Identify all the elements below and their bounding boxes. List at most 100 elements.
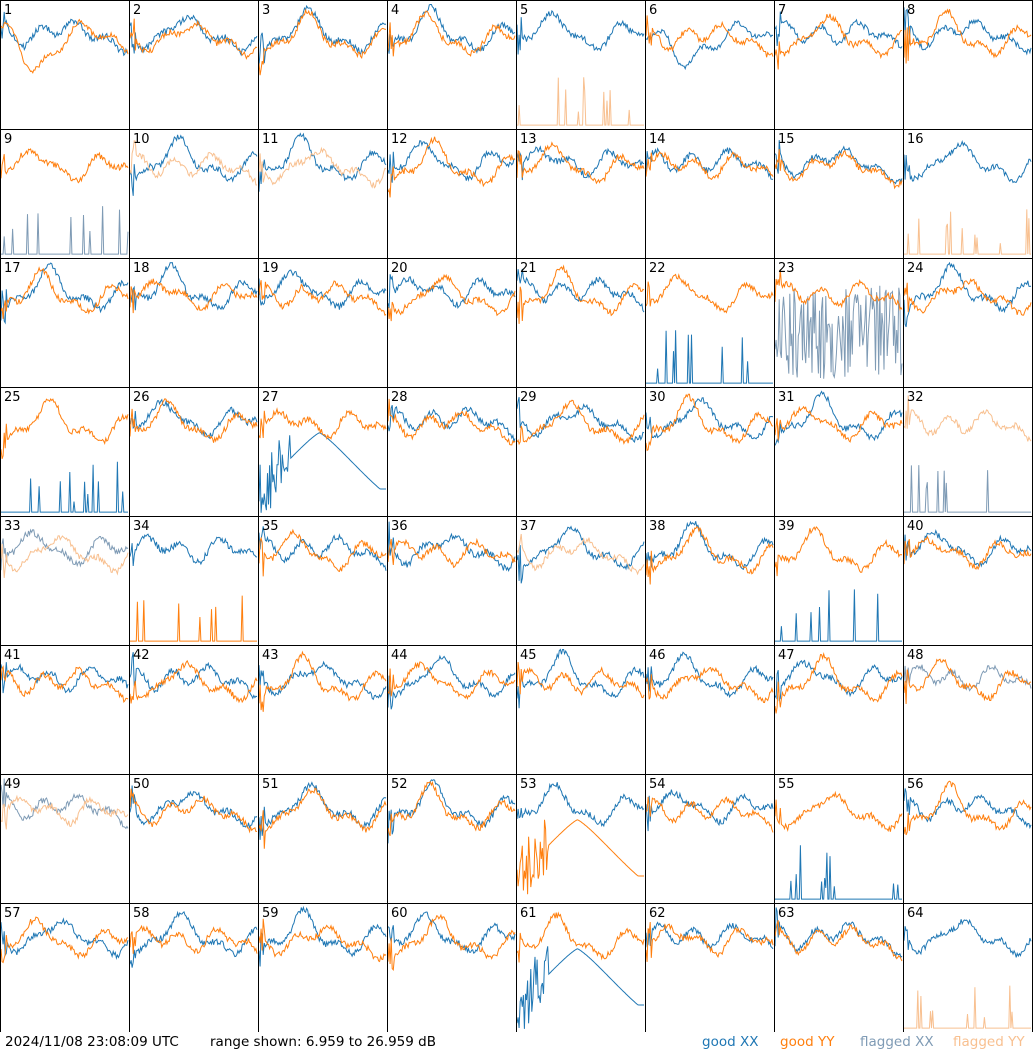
panel-5-xx-line [516,9,645,55]
panel-25-yy-line [0,398,129,459]
panel-11: 11 [258,132,387,192]
panel-8-xx-line [903,7,1032,56]
panel-5-label: 5 [520,3,528,18]
panel-13-label: 13 [520,132,537,147]
panel-20-yy-line [387,273,516,322]
panel-32-label: 32 [907,390,924,405]
panel-36-label: 36 [391,519,408,534]
panel-16-label: 16 [907,132,924,147]
panel-64-xx-line [903,918,1032,958]
panel-30-xx-line [645,397,774,440]
panel-1-xx-line [0,11,129,57]
panel-22-label: 22 [649,261,666,276]
panel-39-label: 39 [778,519,795,534]
panel-54: 54 [645,777,774,833]
panel-64-yy-line [904,985,1031,1029]
panel-8-yy-line [903,8,1032,64]
panel-29-yy-line [516,399,645,446]
panel-12-label: 12 [391,132,408,147]
panel-40: 40 [903,519,1032,571]
panel-53-yy-line [516,819,644,895]
panel-19-label: 19 [262,261,279,276]
panel-8: 8 [903,3,1032,64]
panel-35-yy-line [258,528,387,577]
panel-57-xx-line [0,917,129,961]
panel-4-yy-line [387,10,516,57]
panel-1: 1 [0,3,129,74]
panel-37-yy-line [516,533,645,576]
panel-9-label: 9 [4,132,12,147]
panel-3-label: 3 [262,3,270,18]
panel-51-yy-line [258,787,387,849]
panel-63-xx-line [774,907,903,959]
panel-61-xx-line [516,946,644,1029]
panel-6-xx-line [645,20,774,71]
panel-2-yy-line [129,18,258,60]
panel-49-label: 49 [4,777,21,792]
panel-57-label: 57 [4,906,21,921]
panel-1-yy-line [0,18,129,74]
panel-18-label: 18 [133,261,150,276]
panel-24-yy-line [903,278,1032,316]
panel-31: 31 [774,390,903,446]
panel-42: 42 [129,648,258,704]
panel-28-label: 28 [391,390,408,405]
panel-43-yy-line [258,650,387,712]
panel-27-xx-line [258,432,386,513]
panel-56-yy-line [903,780,1032,836]
panel-26: 26 [129,390,258,443]
panel-47-yy-line [774,652,903,714]
panel-26-yy-line [129,398,258,443]
panel-64: 64 [903,906,1032,1029]
legend-good-xx: good XX [702,1034,759,1050]
panel-10-yy-line [129,140,258,186]
panel-57-yy-line [0,916,129,964]
panel-28: 28 [387,390,516,446]
footer: 2024/11/08 23:08:09 UTC range shown: 6.9… [0,1032,1033,1053]
panel-44-xx-line [387,654,516,710]
panel-19-yy-line [258,280,387,316]
panel-45-label: 45 [520,648,537,663]
panel-12-xx-line [387,140,516,183]
panel-20-label: 20 [391,261,408,276]
panel-54-yy-line [645,796,774,833]
panel-53: 53 [516,777,645,895]
panel-26-label: 26 [133,390,150,405]
panel-45: 45 [516,648,645,709]
panel-25: 25 [0,390,129,513]
panel-19: 19 [258,261,387,316]
panel-26-xx-line [129,398,258,440]
panel-6-label: 6 [649,3,657,18]
panel-42-yy-line [129,659,258,704]
panel-33-xx-line [0,528,129,571]
panel-22-xx-line [646,330,773,384]
panel-62: 62 [645,906,774,962]
panel-7: 7 [774,3,903,70]
panel-35-label: 35 [262,519,279,534]
panel-34: 34 [129,519,258,642]
panel-34-label: 34 [133,519,150,534]
panel-45-xx-line [516,648,645,709]
panel-24: 24 [903,261,1032,328]
panel-38-label: 38 [649,519,666,534]
legend-flagged-xx: flagged XX [860,1034,934,1050]
panel-29-xx-line [516,396,645,444]
panel-36-xx-line [387,521,516,572]
panel-24-xx-line [903,261,1032,328]
panel-3-xx-line [258,4,387,66]
panel-36: 36 [387,519,516,572]
panel-34-yy-line [130,595,257,642]
panel-59: 59 [258,905,387,967]
panel-42-label: 42 [133,648,150,663]
panel-3-yy-line [258,8,387,76]
range-text: range shown: 6.959 to 26.959 dB [210,1034,436,1050]
panel-38-yy-line [645,526,774,585]
panel-43-xx-line [258,660,387,701]
panel-40-xx-line [903,529,1032,568]
panel-64-label: 64 [907,906,924,921]
panel-27: 27 [258,390,387,513]
panel-33: 33 [0,519,129,578]
panel-58-xx-line [129,910,258,968]
panel-11-yy-line [258,146,387,189]
panel-37-xx-line [516,525,645,584]
